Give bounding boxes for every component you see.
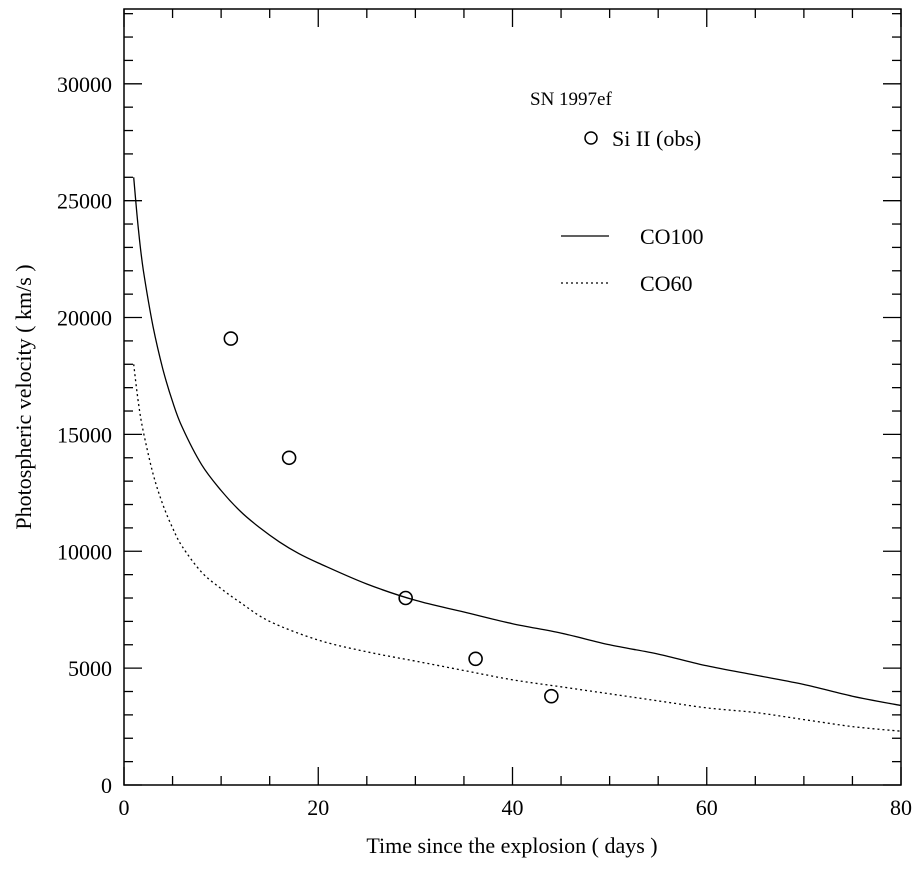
- y-tick-label: 25000: [57, 189, 112, 214]
- x-axis-title: Time since the explosion ( days ): [366, 833, 657, 858]
- series-line-co100: [133, 177, 902, 707]
- data-point-si-ii-obs: [223, 331, 239, 346]
- data-point-si-ii-obs: [398, 590, 413, 606]
- y-tick-label: 20000: [57, 306, 112, 331]
- annotation-sn-name: SN 1997ef: [530, 89, 612, 110]
- x-tick-label: 40: [502, 795, 524, 820]
- series-line-co60: [133, 364, 902, 732]
- y-tick-label: 15000: [57, 422, 112, 447]
- y-axis-title: Photospheric velocity ( km/s ): [11, 264, 36, 529]
- legend-label-co60: CO60: [640, 271, 693, 296]
- x-tick-label: 60: [696, 795, 718, 820]
- series-layer: [133, 177, 902, 732]
- legend-label-co100: CO100: [640, 224, 704, 249]
- x-tick-label: 0: [119, 795, 130, 820]
- data-point-si-ii-obs: [468, 651, 483, 667]
- y-tick-label: 0: [101, 773, 112, 798]
- y-tick-label: 5000: [68, 656, 112, 681]
- x-tick-label: 80: [890, 795, 912, 820]
- x-tick-label: 20: [307, 795, 329, 820]
- data-point-si-ii-obs: [544, 688, 559, 704]
- data-point-si-ii-obs: [281, 450, 297, 466]
- ticks-layer: 0 20 40 60 80 0 5000 10000 15000 20000 25000 30000: [57, 9, 912, 820]
- legend-layer: SN 1997ef Si II (obs) CO100 CO60: [530, 89, 704, 296]
- legend-marker-si-ii: [584, 131, 598, 145]
- y-tick-label: 10000: [57, 539, 112, 564]
- plot-frame: [123, 8, 902, 786]
- y-tick-label: 30000: [57, 72, 112, 97]
- legend-label-si-ii: Si II (obs): [612, 126, 701, 151]
